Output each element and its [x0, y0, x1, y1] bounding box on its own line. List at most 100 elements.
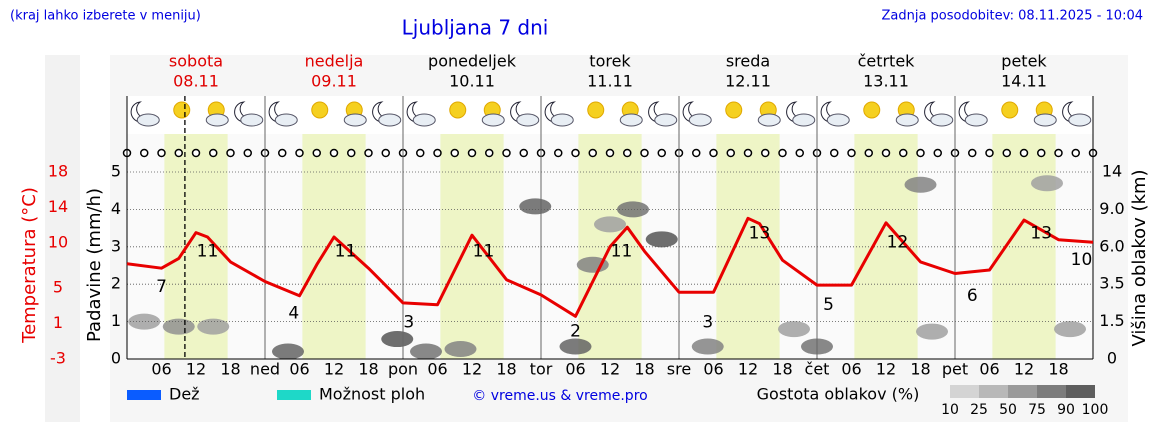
x-tick-label: 12: [738, 360, 758, 379]
cloud-icon: [412, 113, 436, 127]
y2-tick-label: 14: [1102, 162, 1122, 181]
x-tick-label: 18: [220, 360, 240, 379]
wind-marker: [933, 148, 942, 158]
wind-marker: [726, 148, 735, 158]
density-label: 75: [1028, 402, 1046, 418]
x-tick-label: 06: [565, 360, 585, 379]
temp-extreme-label: 6: [967, 286, 978, 306]
wind-marker: [657, 148, 666, 158]
wind-marker: [209, 148, 218, 158]
cloud-blob: [645, 231, 678, 248]
cloud-icon: [654, 113, 678, 127]
cloud-icon: [240, 113, 264, 127]
density-swatch: [1008, 385, 1037, 398]
cloud-blob: [197, 318, 230, 335]
temp-axis-title: Temperatura (°C): [19, 187, 40, 344]
wind-marker: [364, 148, 373, 158]
cloud-icon: [343, 113, 367, 127]
cloud-icon: [136, 113, 160, 127]
legend-swatch: [127, 390, 161, 400]
x-tick-label: 06: [151, 360, 171, 379]
x-tick-label: 18: [772, 360, 792, 379]
density-label: 100: [1082, 402, 1109, 418]
credit: © vreme.us & vreme.pro: [472, 388, 647, 404]
cloud-blob: [778, 321, 810, 338]
cloud-blob: [904, 176, 937, 193]
x-tick-label: 18: [496, 360, 516, 379]
cloud-icon: [688, 113, 712, 127]
temp-tick-label: 14: [48, 197, 68, 216]
day-date: 14.11: [1001, 72, 1047, 91]
day-name: petek: [1001, 52, 1047, 71]
wind-marker: [778, 148, 787, 158]
temp-extreme-label: 11: [197, 241, 219, 261]
cloud-blob: [444, 341, 477, 358]
density-label: 50: [999, 402, 1017, 418]
sun-icon: [1001, 101, 1019, 119]
wind-marker: [226, 148, 235, 158]
day-name: četrtek: [858, 52, 916, 71]
chart-title: Ljubljana 7 dni: [402, 16, 549, 40]
update-time: Zadnja posodobitev: 08.11.2025 - 10:04: [881, 9, 1143, 24]
y-axis-title: Padavine (mm/h): [84, 188, 105, 342]
cloud-blob: [519, 198, 552, 215]
temp-extreme-label: 10: [1071, 250, 1093, 270]
density-label: 25: [970, 402, 988, 418]
cloud-icon: [757, 113, 781, 127]
temp-extreme-label: 3: [403, 313, 414, 333]
x-tick-label: 18: [358, 360, 378, 379]
day-date: 10.11: [449, 72, 495, 91]
wind-marker: [916, 148, 925, 158]
x-tick-label: 12: [324, 360, 344, 379]
day-date: 11.11: [587, 72, 633, 91]
x-tick-label: 12: [876, 360, 896, 379]
sun-icon: [311, 101, 329, 119]
temp-extreme-label: 11: [473, 241, 495, 261]
day-name: nedelja: [305, 52, 364, 71]
y2-tick-label: 6.0: [1099, 236, 1124, 255]
x-tick-label: sre: [667, 360, 691, 379]
cloud-icon: [1068, 113, 1092, 127]
cloud-blob: [691, 338, 724, 355]
day-date: 13.11: [863, 72, 909, 91]
cloud-blob: [128, 313, 161, 330]
density-label: 10: [941, 402, 959, 418]
x-tick-label: 18: [1048, 360, 1068, 379]
cloud-icon: [792, 113, 816, 127]
y2-tick-label: 3.5: [1099, 274, 1124, 293]
wind-marker: [381, 148, 390, 158]
density-label: 90: [1057, 402, 1075, 418]
legend-swatch: [277, 390, 311, 400]
temp-tick-label: 5: [53, 277, 63, 296]
wind-marker: [329, 148, 339, 158]
x-tick-label: 12: [600, 360, 620, 379]
wind-marker: [640, 148, 649, 158]
day-date: 08.11: [173, 72, 219, 91]
day-date: 09.11: [311, 72, 357, 91]
temp-extreme-label: 11: [335, 241, 357, 261]
wind-marker: [519, 148, 528, 158]
wind-marker: [571, 148, 580, 158]
wind-marker: [761, 148, 770, 158]
wind-marker: [1002, 148, 1011, 158]
x-tick-label: ned: [250, 360, 280, 379]
sun-icon: [725, 101, 743, 119]
wind-marker: [1071, 148, 1080, 158]
y2-axis-title: Višina oblakov (km): [1129, 169, 1150, 346]
y-tick-label: 2: [111, 274, 121, 293]
temp-extreme-label: 4: [288, 304, 299, 324]
cloud-blob: [381, 331, 414, 348]
wind-marker: [554, 148, 563, 158]
wind-marker: [433, 148, 442, 158]
wind-marker: [502, 148, 511, 158]
cloud-icon: [378, 113, 402, 127]
temp-extreme-label: 13: [749, 224, 771, 244]
x-tick-label: 06: [427, 360, 447, 379]
temp-extreme-label: 5: [823, 295, 834, 315]
wind-marker: [1019, 148, 1029, 158]
cloud-blob: [617, 201, 649, 218]
wind-marker: [450, 148, 459, 158]
cloud-icon: [205, 113, 229, 127]
wind-marker: [312, 148, 321, 158]
